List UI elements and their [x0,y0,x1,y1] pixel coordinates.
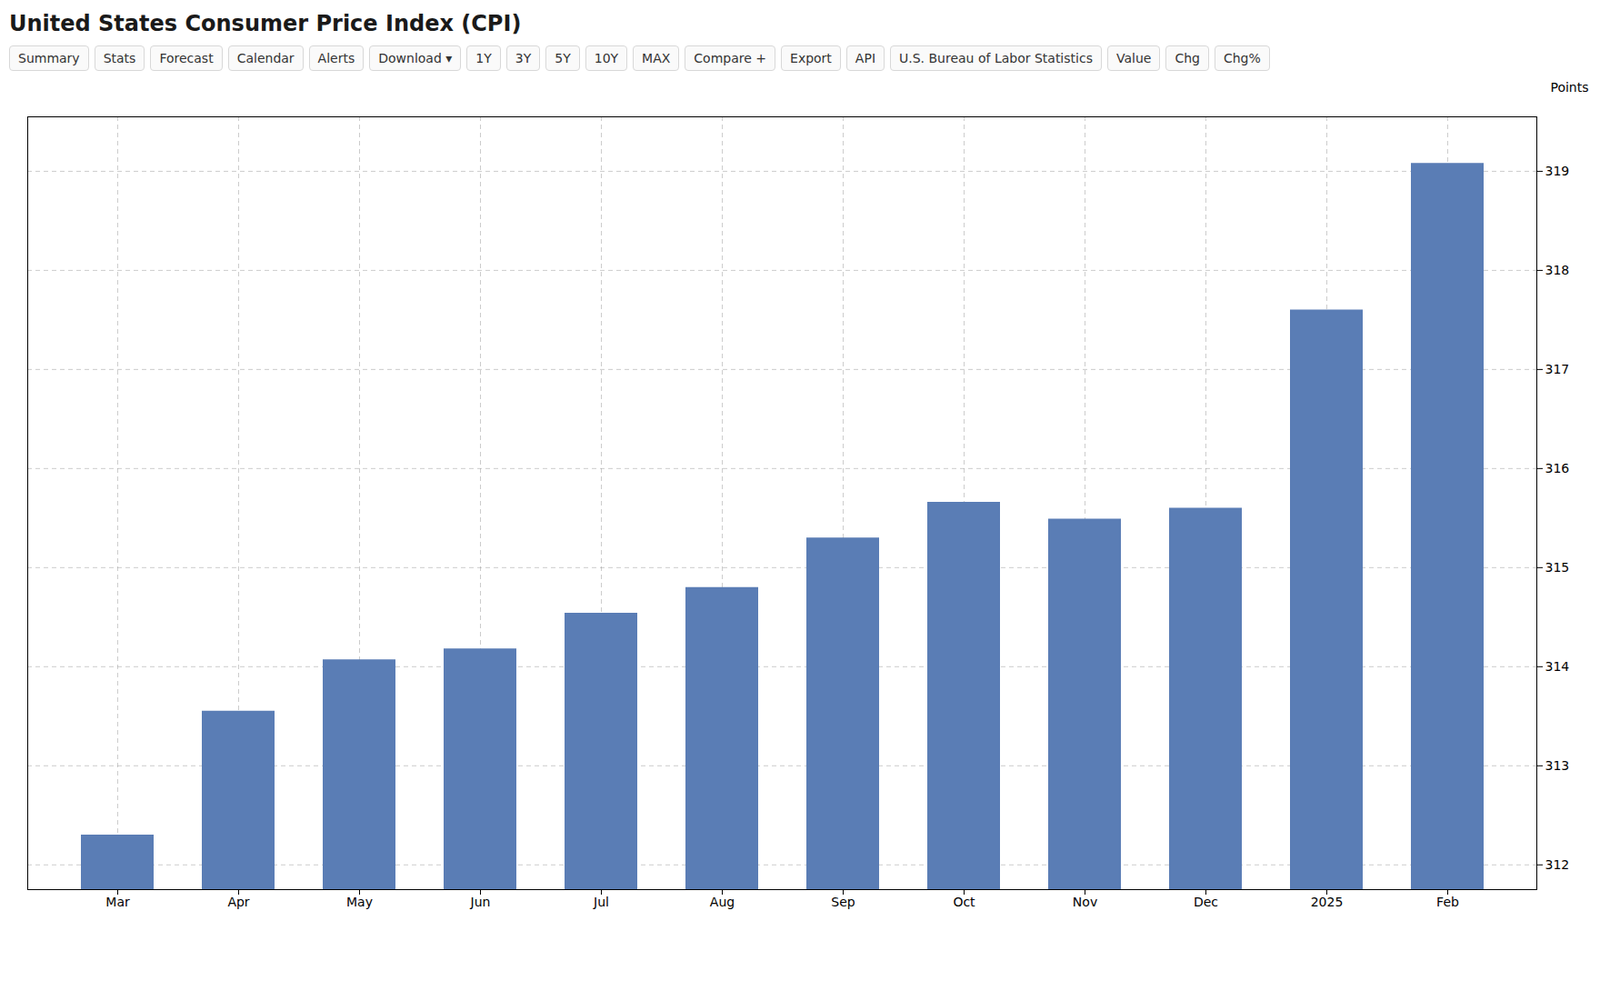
svg-text:2025: 2025 [1310,894,1344,910]
svg-text:Nov: Nov [1072,894,1098,910]
svg-text:319: 319 [1545,163,1570,179]
html-text:Summary: Summary [18,50,80,66]
svg-text:Jun: Jun [470,894,491,910]
svg-text:Dec: Dec [1193,894,1219,910]
svg-text:314: 314 [1545,659,1570,674]
svg-text:May: May [346,894,373,910]
svg-text:Feb: Feb [1436,894,1460,910]
svg-text:Apr: Apr [227,894,250,910]
svg-text:317: 317 [1545,361,1570,377]
html-text:Chg%: Chg% [1223,50,1261,66]
html-text:U.S. Bureau of Labor Statistic: U.S. Bureau of Labor Statistics [899,50,1093,66]
svg-text:Points: Points [1550,80,1589,95]
html-text:Alerts: Alerts [317,50,355,66]
html-text:MAX: MAX [641,50,671,66]
html-text:API: API [855,50,876,66]
html-text:5Y: 5Y [554,50,571,66]
html-text:Export: Export [790,50,832,66]
svg-text:313: 313 [1545,758,1570,773]
svg-text:312: 312 [1545,857,1570,872]
svg-text:Mar: Mar [105,894,130,910]
svg-text:316: 316 [1545,460,1570,476]
svg-text:Aug: Aug [710,894,735,910]
svg-text:Sep: Sep [830,894,856,910]
html-text:United States Consumer Price I: United States Consumer Price Index (CPI) [9,10,522,37]
html-text:Download ▾: Download ▾ [378,50,453,66]
html-text:Stats: Stats [103,50,136,66]
html-text:3Y: 3Y [515,50,532,66]
html-text:Value: Value [1116,50,1152,66]
html-text:Compare +: Compare + [693,50,767,66]
svg-text:Oct: Oct [952,894,976,910]
html-text:Calendar: Calendar [237,50,295,66]
html-text:Chg: Chg [1174,50,1200,66]
html-text:Forecast: Forecast [159,50,214,66]
html-text:1Y: 1Y [475,50,492,66]
svg-text:Jul: Jul [592,894,610,910]
svg-text:318: 318 [1545,262,1570,278]
html-text:10Y: 10Y [594,50,619,66]
svg-text:315: 315 [1545,560,1570,575]
